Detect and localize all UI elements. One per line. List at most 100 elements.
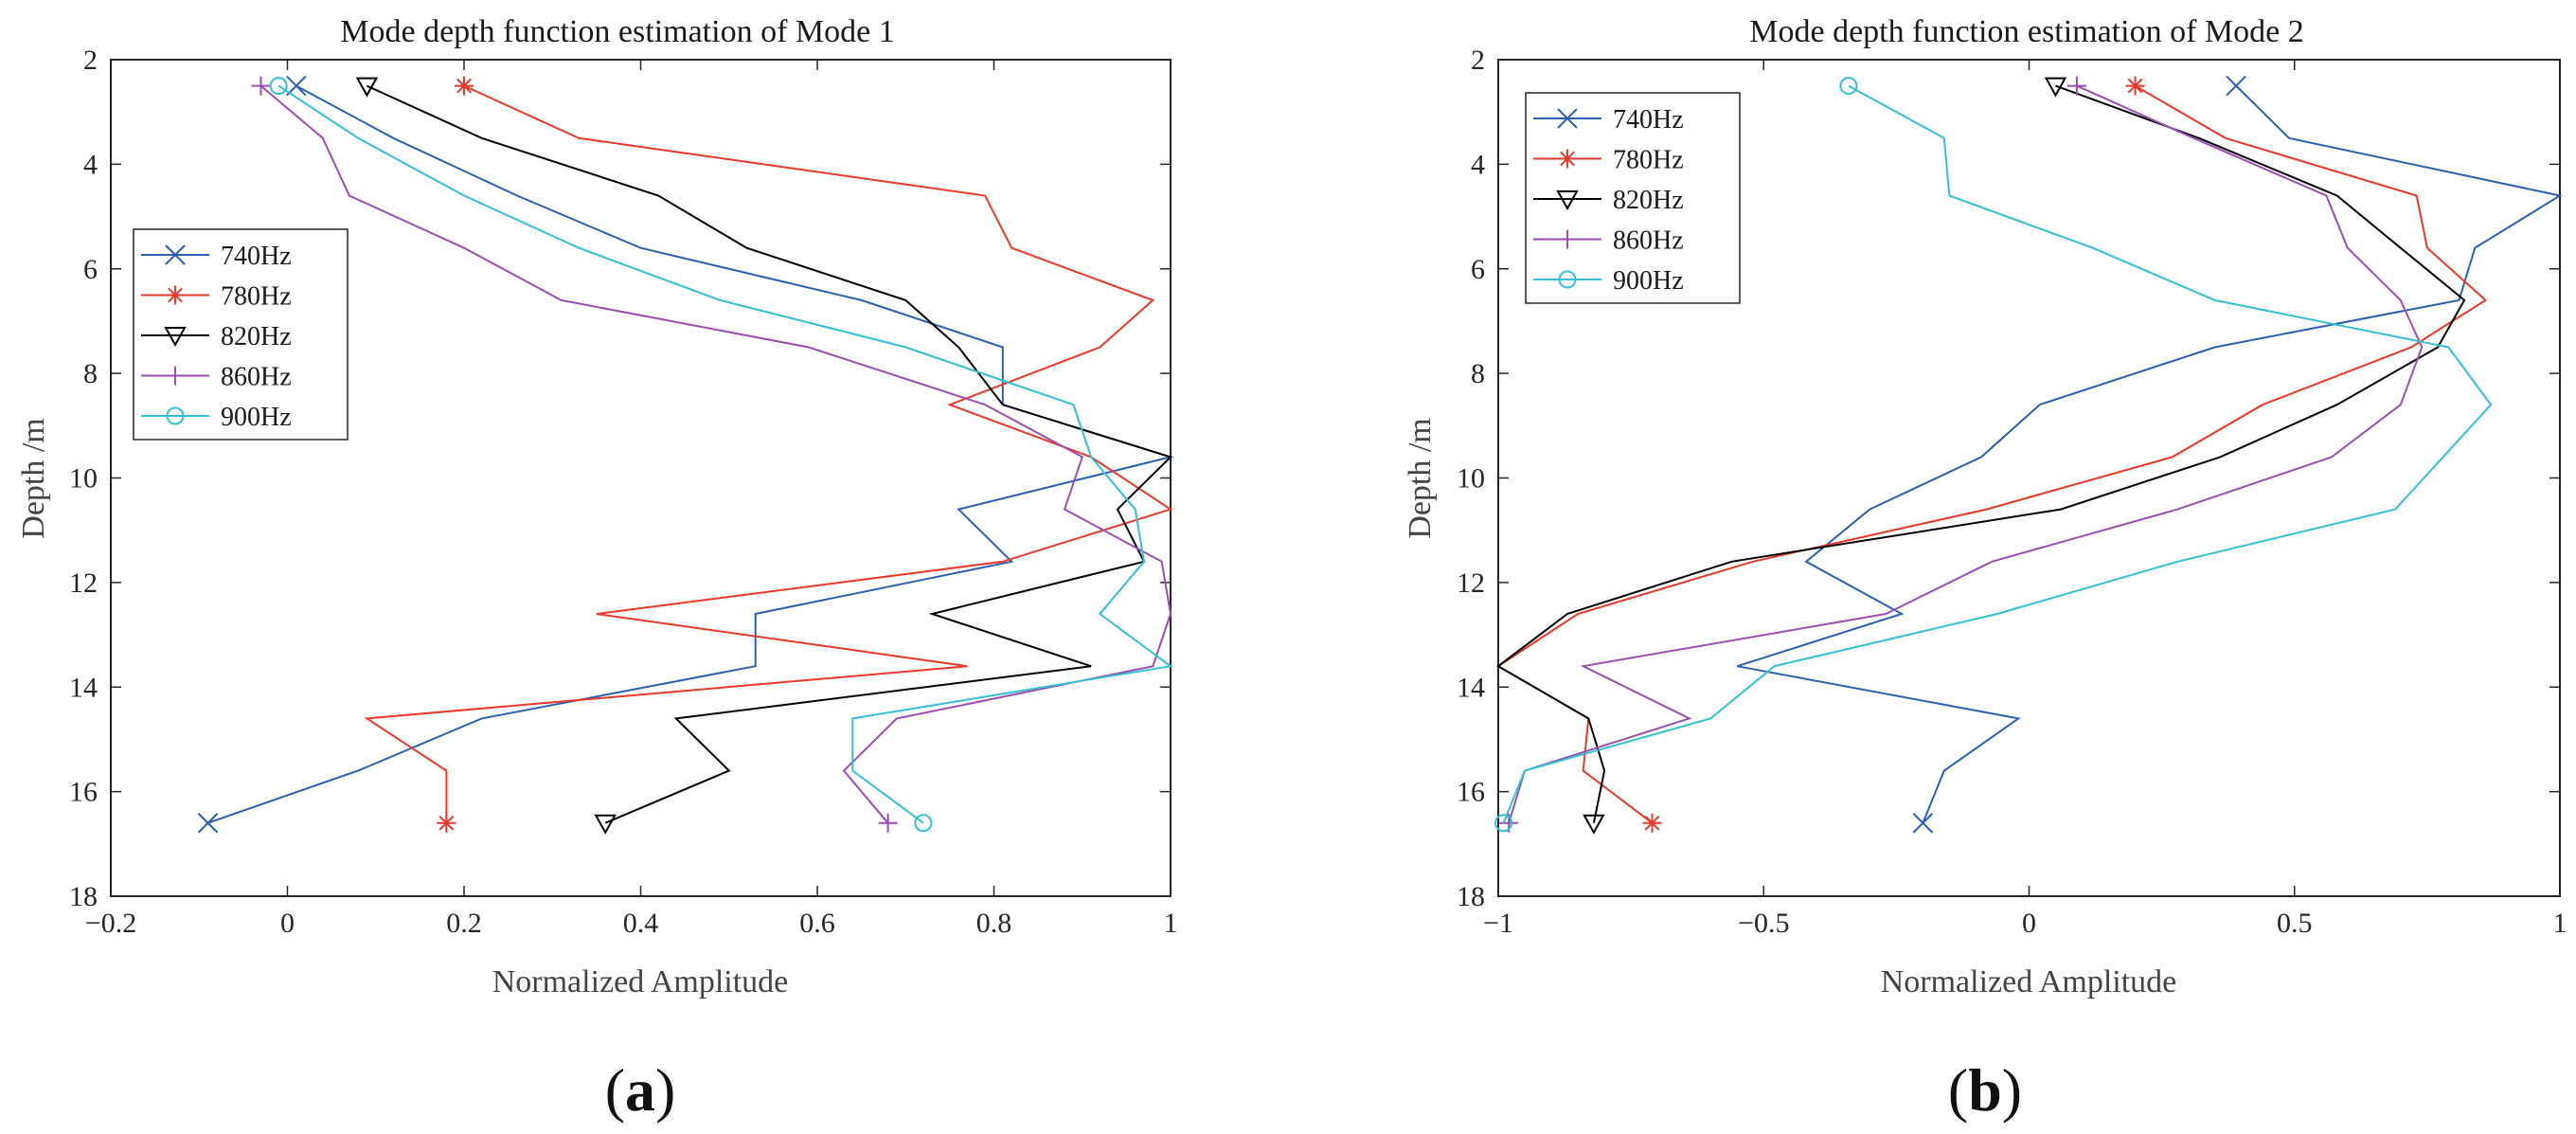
series-line-740hz xyxy=(1736,84,2563,824)
y-tick-label: 14 xyxy=(1457,672,1485,703)
series-marker-860hz-start xyxy=(251,76,271,96)
series-marker-900hz-start xyxy=(1839,77,1858,96)
legend-marker-740hz xyxy=(1557,108,1578,129)
legend-label-780hz: 780Hz xyxy=(1613,146,1684,175)
y-tick-label: 12 xyxy=(1457,567,1485,599)
y-tick-label: 8 xyxy=(83,358,98,389)
series-marker-900hz-end xyxy=(914,814,933,833)
panel-b: Mode depth function estimation of Mode 2… xyxy=(1403,14,2567,1124)
y-tick-label: 2 xyxy=(1471,45,1485,76)
panel-a-legend-items: 740Hz 780Hz 820Hz 860Hz 900Hz xyxy=(141,242,292,432)
legend-label-860hz: 860Hz xyxy=(1613,226,1684,256)
y-tick-label: 2 xyxy=(83,45,98,76)
series-marker-820hz-end xyxy=(594,814,617,835)
panel-a-x-axis-label: Normalized Amplitude xyxy=(492,964,789,999)
legend-marker-860hz xyxy=(1558,229,1577,249)
series-line-860hz xyxy=(259,84,1172,824)
panel-a-label-close-paren: ) xyxy=(655,1056,675,1124)
legend-marker-740hz xyxy=(165,244,186,265)
series-marker-860hz-start xyxy=(2066,76,2086,96)
series-marker-820hz-start xyxy=(355,77,379,98)
y-tick-label: 12 xyxy=(69,567,98,599)
panel-b-x-axis-label: Normalized Amplitude xyxy=(1881,964,2177,999)
panel-b-label: (b) xyxy=(1948,1056,2022,1124)
panel-a: Mode depth function estimation of Mode 1… xyxy=(16,14,1178,1124)
x-tick-label: 0 xyxy=(280,908,295,939)
panel-a-label-letter: a xyxy=(625,1056,655,1124)
series-marker-780hz-start xyxy=(2125,76,2145,96)
panel-b-label-open-paren: ( xyxy=(1948,1056,1968,1124)
legend-label-740hz: 740Hz xyxy=(1613,105,1684,135)
series-marker-740hz-end xyxy=(1912,813,1934,834)
x-tick-label: 0.6 xyxy=(799,908,835,939)
x-tick-label: −0.2 xyxy=(85,908,136,939)
panel-a-series xyxy=(197,75,1174,835)
legend-marker-900hz xyxy=(1558,270,1577,289)
legend-label-900hz: 900Hz xyxy=(1613,266,1684,296)
panel-b-title: Mode depth function estimation of Mode 2 xyxy=(1749,14,2303,49)
y-tick-label: 4 xyxy=(1471,149,1485,180)
panel-a-label-open-paren: ( xyxy=(605,1056,625,1124)
series-marker-740hz-start xyxy=(286,75,307,97)
y-tick-label: 10 xyxy=(1457,463,1485,495)
panel-a-title: Mode depth function estimation of Mode 1 xyxy=(340,14,894,49)
panel-a-y-axis-label: Depth /m xyxy=(16,418,51,538)
panel-b-legend: 740Hz 780Hz 820Hz 860Hz 900Hz xyxy=(1525,92,1741,304)
series-marker-900hz-end xyxy=(1494,814,1513,833)
legend-label-860hz: 860Hz xyxy=(221,363,292,392)
legend-label-820hz: 820Hz xyxy=(221,322,292,351)
legend-label-900hz: 900Hz xyxy=(221,403,292,432)
x-tick-label: 1 xyxy=(2553,908,2567,939)
panel-b-series xyxy=(1494,75,2563,835)
x-tick-label: 0.8 xyxy=(976,908,1012,939)
series-marker-900hz-start xyxy=(269,77,288,96)
y-tick-label: 18 xyxy=(69,881,98,912)
series-line-820hz xyxy=(366,84,1172,824)
series-marker-780hz-end xyxy=(1642,813,1662,833)
series-line-900hz xyxy=(277,84,1173,824)
series-marker-740hz-end xyxy=(197,813,219,834)
panel-a-label: (a) xyxy=(605,1056,676,1124)
panel-b-label-letter: b xyxy=(1968,1056,2002,1124)
legend-marker-900hz xyxy=(166,406,185,425)
legend-marker-780hz xyxy=(1558,149,1577,169)
y-tick-label: 6 xyxy=(83,254,98,285)
x-tick-label: 0.2 xyxy=(446,908,482,939)
x-tick-label: 0.4 xyxy=(623,908,659,939)
panel-b-y-axis-label: Depth /m xyxy=(1403,418,1438,538)
y-tick-label: 18 xyxy=(1457,881,1485,912)
series-line-900hz xyxy=(1502,84,2493,824)
legend-marker-820hz xyxy=(164,327,187,348)
y-tick-label: 4 xyxy=(83,149,98,180)
panel-a-legend: 740Hz 780Hz 820Hz 860Hz 900Hz xyxy=(133,228,349,441)
legend-marker-820hz xyxy=(1556,190,1579,211)
y-tick-label: 16 xyxy=(1457,777,1485,808)
y-tick-label: 8 xyxy=(1471,358,1485,389)
legend-marker-780hz xyxy=(166,285,185,305)
legend-label-740hz: 740Hz xyxy=(221,242,292,271)
series-marker-820hz-end xyxy=(1583,814,1605,835)
legend-label-780hz: 780Hz xyxy=(221,282,292,312)
x-tick-label: −0.5 xyxy=(1738,908,1789,939)
panel-b-label-close-paren: ) xyxy=(2002,1056,2022,1124)
x-tick-label: 1 xyxy=(1164,908,1178,939)
panel-a-plot-area xyxy=(110,59,1172,897)
x-tick-label: 0 xyxy=(2022,908,2036,939)
series-line-860hz xyxy=(1508,84,2424,823)
series-marker-860hz-end xyxy=(878,813,898,833)
series-marker-780hz-start xyxy=(455,76,474,96)
y-tick-label: 10 xyxy=(69,463,98,495)
series-line-820hz xyxy=(1496,84,2466,823)
legend-marker-860hz xyxy=(166,366,185,386)
series-marker-740hz-start xyxy=(2226,75,2246,97)
y-tick-label: 16 xyxy=(69,777,98,808)
panel-b-legend-items: 740Hz 780Hz 820Hz 860Hz 900Hz xyxy=(1533,105,1684,296)
y-tick-label: 6 xyxy=(1471,254,1485,285)
series-marker-820hz-start xyxy=(2044,77,2067,98)
legend-label-820hz: 820Hz xyxy=(1613,186,1684,215)
x-tick-label: −1 xyxy=(1483,908,1513,939)
y-tick-label: 14 xyxy=(69,672,98,703)
